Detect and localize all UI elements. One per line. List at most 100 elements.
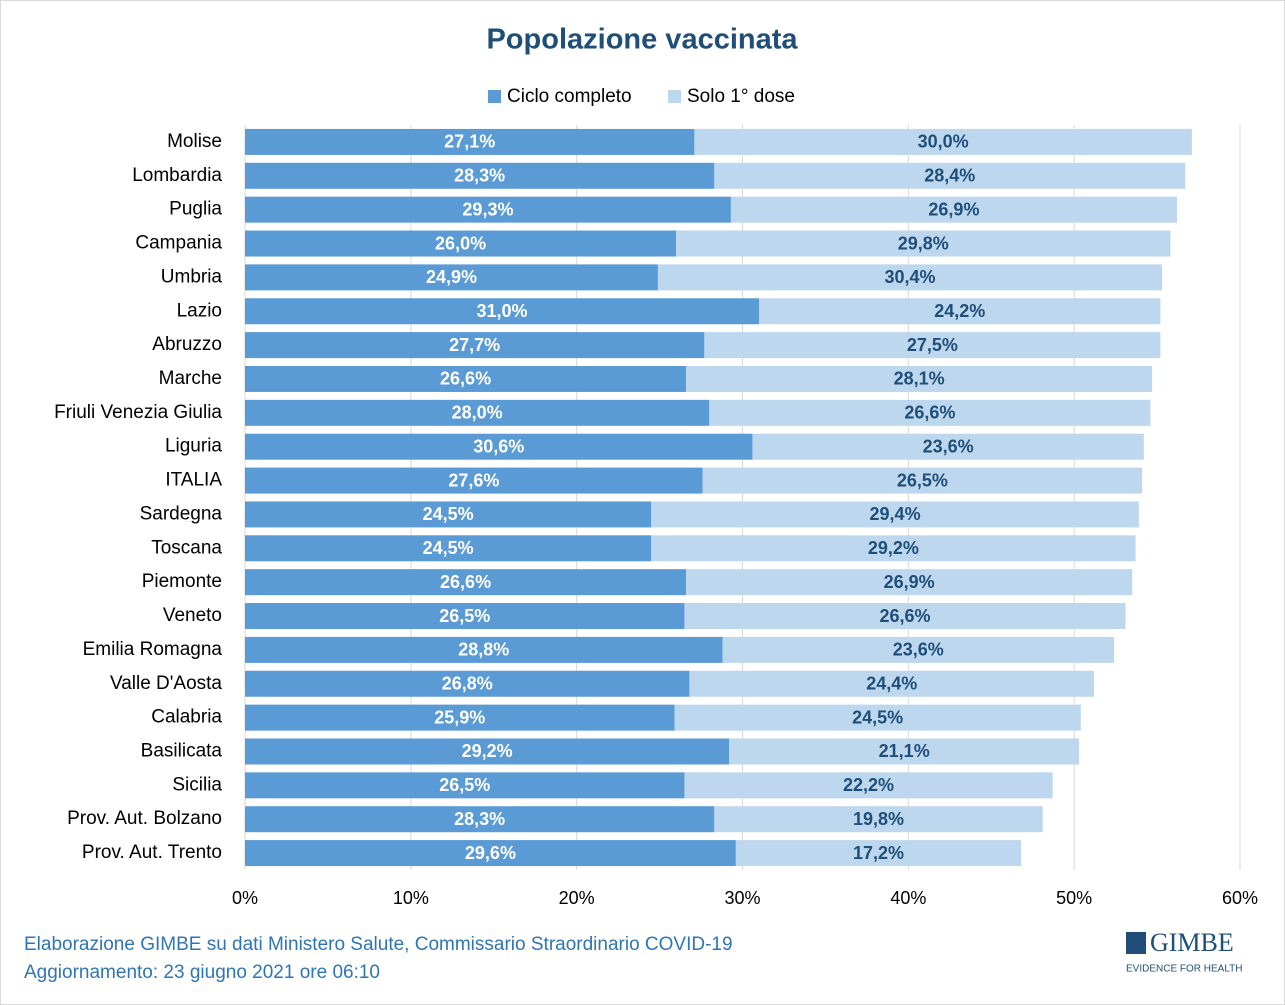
data-label: 29,6% (465, 843, 516, 863)
data-label: 26,5% (439, 606, 490, 626)
bar-segment (245, 603, 685, 630)
bar-segment (714, 806, 1043, 833)
y-tick-label: Sicilia (172, 774, 222, 795)
data-label: 29,4% (870, 504, 921, 524)
bar-segment (686, 365, 1153, 392)
bar-segment (245, 162, 715, 189)
data-label: 26,8% (442, 674, 493, 694)
data-label: 24,4% (866, 674, 917, 694)
bar-segment (245, 467, 703, 494)
data-label: 26,6% (440, 572, 491, 592)
y-tick-label: Valle D'Aosta (110, 673, 222, 694)
bar-segment (245, 806, 715, 833)
data-label: 24,9% (426, 267, 477, 287)
data-label: 29,2% (868, 538, 919, 558)
data-label: 27,6% (448, 470, 499, 490)
bar-segment (714, 162, 1186, 189)
bar-segment (759, 298, 1161, 325)
data-label: 26,5% (439, 775, 490, 795)
bar-segment (684, 603, 1126, 630)
bar-segment (674, 704, 1081, 731)
bar-segment (245, 738, 730, 765)
y-tick-label: ITALIA (165, 470, 222, 491)
data-label: 23,6% (923, 436, 974, 456)
data-label: 29,3% (462, 199, 513, 219)
x-tick-label: 10% (393, 888, 429, 908)
bar-segment (245, 332, 705, 359)
data-label: 29,8% (898, 233, 949, 253)
y-tick-label: Veneto (163, 605, 222, 626)
bar-segment (245, 230, 677, 257)
bar-segment (684, 772, 1053, 799)
bar-segment (245, 535, 652, 562)
bar-segment (245, 399, 710, 426)
bar-segment (245, 501, 652, 528)
data-label: 26,5% (897, 470, 948, 490)
x-tick-label: 20% (559, 888, 595, 908)
bar-segment (245, 264, 658, 291)
bar-segment (245, 569, 687, 596)
x-tick-label: 40% (890, 888, 926, 908)
bar-segment (245, 365, 687, 392)
legend-label: Ciclo completo (507, 86, 632, 107)
bar-segment (694, 128, 1192, 155)
x-tick-label: 50% (1056, 888, 1092, 908)
bar-segment (729, 738, 1080, 765)
data-label: 26,6% (440, 369, 491, 389)
data-label: 30,6% (473, 436, 524, 456)
logo-tagline: EVIDENCE FOR HEALTH (1126, 964, 1243, 975)
bar-segment (752, 433, 1144, 460)
data-label: 28,3% (454, 166, 505, 186)
y-tick-label: Puglia (169, 199, 222, 220)
y-tick-label: Toscana (151, 537, 222, 558)
logo-name: GIMBE (1150, 928, 1234, 957)
y-tick-label: Sardegna (140, 503, 223, 524)
logo-icon (1126, 932, 1146, 954)
data-label: 22,2% (843, 775, 894, 795)
data-label: 26,9% (928, 199, 979, 219)
bar-segment (709, 399, 1151, 426)
bar-segment (702, 467, 1143, 494)
bar-segment (651, 535, 1136, 562)
x-tick-label: 0% (232, 888, 258, 908)
y-tick-label: Calabria (151, 707, 222, 728)
data-label: 23,6% (893, 640, 944, 660)
bar-segment (245, 670, 690, 697)
bar-segment (735, 840, 1022, 867)
chart-title: Popolazione vaccinata (486, 24, 798, 56)
legend-label: Solo 1° dose (687, 86, 795, 107)
y-tick-label: Piemonte (142, 571, 222, 592)
y-tick-label: Abruzzo (152, 334, 222, 355)
bar-segment (245, 704, 675, 731)
data-label: 24,5% (852, 707, 903, 727)
data-label: 30,4% (884, 267, 935, 287)
data-label: 19,8% (853, 809, 904, 829)
data-label: 27,5% (907, 335, 958, 355)
data-label: 27,1% (444, 132, 495, 152)
data-label: 24,2% (934, 301, 985, 321)
y-tick-label: Prov. Aut. Trento (82, 842, 222, 863)
bar-segment (722, 636, 1114, 663)
legend-swatch (668, 90, 681, 103)
x-tick-label: 30% (724, 888, 760, 908)
y-tick-label: Lombardia (132, 165, 222, 186)
legend-swatch (488, 90, 501, 103)
data-label: 28,8% (458, 640, 509, 660)
data-label: 26,6% (904, 403, 955, 423)
y-tick-label: Marche (159, 368, 222, 389)
data-label: 24,5% (423, 504, 474, 524)
bar-segment (686, 569, 1133, 596)
data-label: 28,1% (894, 369, 945, 389)
data-label: 27,7% (449, 335, 500, 355)
data-label: 29,2% (462, 741, 513, 761)
y-tick-label: Friuli Venezia Giulia (54, 402, 222, 423)
data-label: 28,3% (454, 809, 505, 829)
data-label: 26,0% (435, 233, 486, 253)
y-tick-label: Emilia Romagna (83, 639, 223, 660)
y-tick-label: Lazio (177, 300, 222, 321)
data-label: 31,0% (477, 301, 528, 321)
data-label: 25,9% (434, 707, 485, 727)
bar-segment (704, 332, 1161, 359)
data-label: 28,0% (452, 403, 503, 423)
